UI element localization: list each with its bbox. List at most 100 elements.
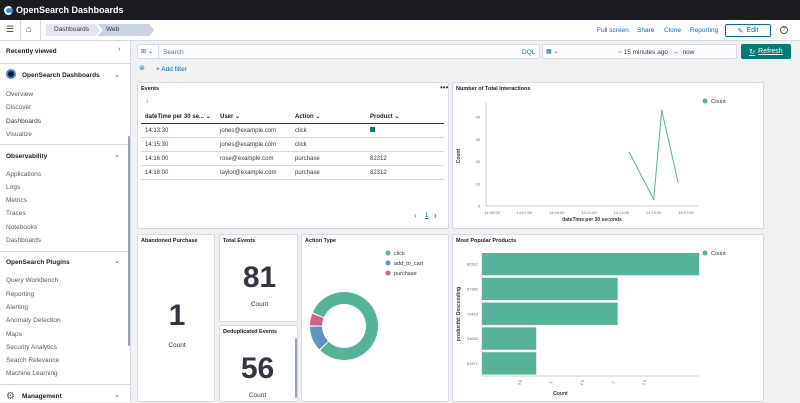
edit-button[interactable]: ✎ Edit bbox=[725, 24, 771, 37]
sidebar-scrollbar[interactable] bbox=[128, 136, 130, 346]
time-end: now bbox=[682, 49, 695, 56]
action-type-donut-chart: click add_to_cart purchase bbox=[310, 250, 424, 360]
y-tick-label: 40 bbox=[476, 115, 481, 120]
sidebar-item-machine-learning[interactable]: Machine Learning bbox=[6, 370, 58, 377]
x-tick-label: 14:11:00 bbox=[581, 210, 597, 215]
dql-toggle[interactable]: DQL bbox=[522, 49, 536, 56]
x-tick-label: 14:07:00 bbox=[517, 210, 533, 215]
events-panel: Events ••• ⤓ dateTime per 30 se... ⌄ Use… bbox=[137, 82, 449, 229]
legend-label-add_to_cart: add_to_cart bbox=[394, 261, 424, 267]
chevron-down-icon[interactable]: ⌄ bbox=[114, 258, 120, 265]
calendar-icon[interactable]: ▦ ⌄ bbox=[546, 49, 559, 55]
column-header-datetime[interactable]: dateTime per 30 se... ⌄ bbox=[141, 110, 216, 124]
y-axis-label: Count bbox=[456, 148, 462, 163]
x-tick-label: 14:05:00 bbox=[484, 210, 500, 215]
x-tick-label: 1 bbox=[548, 380, 554, 385]
search-input[interactable]: Search bbox=[163, 49, 184, 56]
menu-icon[interactable]: ☰ bbox=[6, 24, 15, 34]
legend-dot bbox=[385, 260, 391, 266]
sidebar-item-dashboards[interactable]: Dashboards bbox=[6, 118, 42, 125]
filter-icon[interactable]: ⊜ bbox=[139, 65, 145, 72]
sidebar-item-metrics[interactable]: Metrics bbox=[6, 197, 27, 204]
sidebar-item-security-analytics[interactable]: Security Analytics bbox=[6, 344, 57, 351]
chevron-right-icon[interactable]: › bbox=[118, 46, 121, 53]
x-axis-label: Count bbox=[553, 391, 568, 397]
events-table: dateTime per 30 se... ⌄ User ⌄ Action ⌄ … bbox=[141, 110, 444, 180]
divider bbox=[0, 144, 130, 145]
saved-query-icon[interactable]: ⊞ ⌄ bbox=[141, 49, 153, 55]
sidebar-item-obs-dashboards[interactable]: Dashboards bbox=[6, 237, 42, 244]
x-tick-label: 14:09:00 bbox=[549, 210, 565, 215]
sidebar-item-anomaly-detection[interactable]: Anomaly Detection bbox=[6, 317, 61, 324]
panel-title: Abandoned Purchase bbox=[141, 238, 198, 244]
sidebar-item-discover[interactable]: Discover bbox=[6, 104, 32, 111]
sidebar-item-applications[interactable]: Applications bbox=[6, 171, 42, 178]
sidebar-item-search-relevance[interactable]: Search Relevance bbox=[6, 357, 60, 364]
sidebar-item-visualize[interactable]: Visualize bbox=[6, 131, 32, 138]
sidebar-item-traces[interactable]: Traces bbox=[6, 210, 26, 217]
time-start: ~ 15 minutes ago bbox=[618, 49, 669, 56]
app-logo[interactable]: OpenSearch Dashboards bbox=[4, 3, 124, 17]
section-opensearch-plugins[interactable]: OpenSearch Plugins bbox=[6, 259, 70, 266]
panel-scrollbar[interactable] bbox=[295, 338, 297, 398]
download-icon[interactable]: ⤓ bbox=[146, 98, 149, 104]
y-tick-label: 82312 bbox=[467, 262, 479, 267]
next-page-icon[interactable]: › bbox=[434, 211, 437, 220]
data-point bbox=[660, 109, 663, 112]
x-tick-label: 2.5 bbox=[641, 378, 648, 386]
interactions-panel: Number of Total Interactions 0 10 20 30 40 14… bbox=[452, 82, 764, 229]
refresh-button[interactable]: ↻ Refresh bbox=[741, 44, 791, 59]
divider bbox=[0, 251, 130, 252]
section-opensearch-dashboards[interactable]: OpenSearch Dashboards bbox=[22, 72, 100, 79]
reporting-link[interactable]: Reporting bbox=[690, 27, 719, 34]
full-screen-link[interactable]: Full screen bbox=[597, 27, 629, 34]
chevron-down-icon[interactable]: ⌄ bbox=[114, 392, 120, 399]
checkbox-icon[interactable] bbox=[370, 127, 375, 132]
panel-options-icon[interactable]: ••• bbox=[440, 83, 449, 92]
metric-label: Count bbox=[250, 301, 269, 308]
x-tick-label: 2 bbox=[610, 380, 616, 385]
add-filter-button[interactable]: + Add filter bbox=[156, 66, 187, 73]
data-point bbox=[628, 151, 631, 154]
table-row: 14:16:00 rose@example.com purchase 82312 bbox=[141, 151, 444, 166]
opensearch-logo-icon bbox=[4, 5, 13, 15]
panel-title: Deduplicated Events bbox=[223, 329, 278, 335]
column-header-action[interactable]: Action ⌄ bbox=[291, 110, 366, 124]
donut-slice-add_to_cart bbox=[310, 326, 329, 350]
metric-value: 81 bbox=[242, 261, 277, 294]
prev-page-icon[interactable]: ‹ bbox=[414, 211, 417, 220]
action-type-panel: Action Type click add_to_cart purchase bbox=[301, 234, 449, 402]
sidebar-item-notebooks[interactable]: Notebooks bbox=[6, 224, 38, 231]
bar-57382 bbox=[482, 277, 618, 301]
column-header-user[interactable]: User ⌄ bbox=[216, 110, 291, 124]
y-tick-label: 0 bbox=[478, 204, 481, 209]
sidebar-item-overview[interactable]: Overview bbox=[6, 91, 34, 98]
help-icon[interactable]: ? bbox=[780, 26, 788, 34]
divider bbox=[0, 384, 130, 385]
home-icon[interactable]: ⌂ bbox=[26, 24, 32, 34]
recently-viewed-header[interactable]: Recently viewed bbox=[6, 48, 57, 55]
time-range[interactable]: ~ 15 minutes ago → now bbox=[618, 49, 695, 56]
sidebar-item-query-workbench[interactable]: Query Workbench bbox=[6, 277, 59, 284]
legend-dot bbox=[385, 250, 391, 256]
legend-label: Count bbox=[711, 99, 726, 105]
side-nav: Recently viewed › OpenSearch Dashboards … bbox=[0, 41, 131, 402]
sidebar-item-maps[interactable]: Maps bbox=[6, 331, 22, 338]
sidebar-item-alerting[interactable]: Alerting bbox=[6, 304, 29, 311]
section-management[interactable]: Management bbox=[22, 393, 62, 400]
column-header-product[interactable]: Product ⌄ bbox=[366, 110, 444, 124]
clone-link[interactable]: Clone bbox=[664, 27, 681, 34]
breadcrumb-web-analytics: Web Analytics bbox=[98, 24, 154, 36]
pencil-icon: ✎ bbox=[737, 27, 744, 35]
share-link[interactable]: Share bbox=[637, 27, 655, 34]
section-observability[interactable]: Observability bbox=[6, 153, 48, 160]
chevron-down-icon[interactable]: ⌄ bbox=[114, 72, 120, 79]
page-number[interactable]: 1 bbox=[425, 213, 429, 219]
sidebar-item-logs[interactable]: Logs bbox=[6, 184, 21, 191]
interactions-line-chart: 0 10 20 30 40 14:05:00 14:07:00 14:09:00 14:11:0… bbox=[456, 98, 726, 223]
chevron-down-icon[interactable]: ⌄ bbox=[114, 152, 120, 159]
y-tick-label: 63471 bbox=[467, 361, 479, 366]
sidebar-item-reporting[interactable]: Reporting bbox=[6, 291, 35, 298]
legend-label-click: click bbox=[394, 251, 405, 257]
breadcrumb-dashboards[interactable]: Dashboards bbox=[46, 24, 100, 36]
